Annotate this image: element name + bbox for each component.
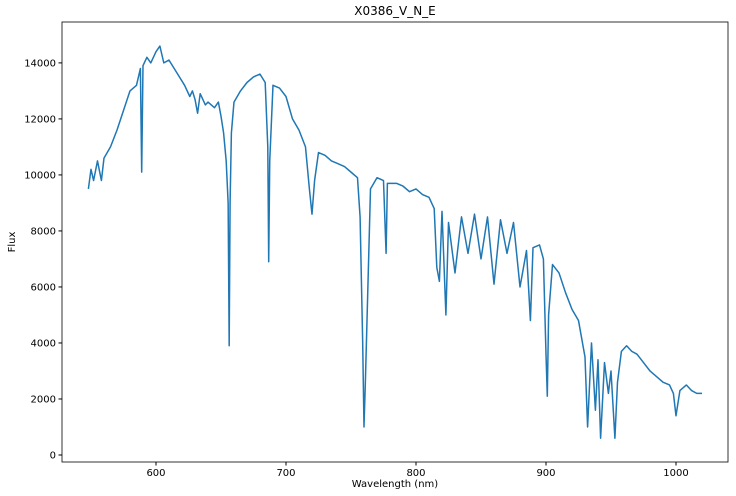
plot-frame bbox=[61, 21, 729, 463]
chart-title: X0386_V_N_E bbox=[354, 4, 436, 18]
y-tick-label: 12000 bbox=[24, 114, 56, 125]
y-tick-label: 6000 bbox=[31, 282, 56, 293]
y-tick-label: 8000 bbox=[31, 226, 56, 237]
x-tick-label: 600 bbox=[146, 468, 165, 479]
y-tick-label: 14000 bbox=[24, 58, 56, 69]
y-tick-label: 2000 bbox=[31, 394, 56, 405]
x-tick-label: 900 bbox=[536, 468, 555, 479]
spectrum-line bbox=[87, 45, 702, 439]
x-axis-label: Wavelength (nm) bbox=[352, 479, 438, 490]
y-tick-label: 4000 bbox=[31, 338, 56, 349]
y-axis-label: Flux bbox=[7, 232, 18, 253]
x-tick-label: 800 bbox=[406, 468, 425, 479]
x-tick-label: 1000 bbox=[663, 468, 688, 479]
y-tick-label: 0 bbox=[50, 450, 56, 461]
x-tick-label: 700 bbox=[276, 468, 295, 479]
y-tick-label: 10000 bbox=[24, 170, 56, 181]
